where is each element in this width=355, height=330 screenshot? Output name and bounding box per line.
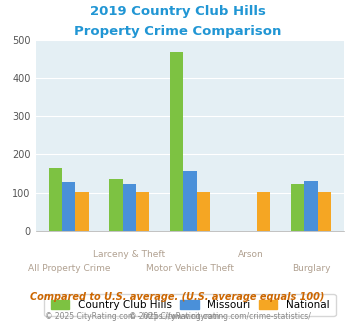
Bar [76, 192, 89, 231]
Text: © 2025 CityRating.com -: © 2025 CityRating.com - [129, 312, 226, 321]
Bar [109, 179, 123, 231]
Text: © 2025 CityRating.com - https://www.cityrating.com/crime-statistics/: © 2025 CityRating.com - https://www.city… [45, 312, 310, 321]
Text: Compared to U.S. average. (U.S. average equals 100): Compared to U.S. average. (U.S. average … [30, 292, 325, 302]
Text: Motor Vehicle Theft: Motor Vehicle Theft [146, 264, 234, 273]
Bar [123, 184, 136, 231]
Bar [304, 181, 318, 231]
Legend: Country Club Hills, Missouri, National: Country Club Hills, Missouri, National [44, 294, 335, 316]
Bar [136, 192, 149, 231]
Text: Property Crime Comparison: Property Crime Comparison [74, 25, 281, 38]
Bar [197, 192, 210, 231]
Bar [170, 52, 183, 231]
Bar [318, 192, 331, 231]
Text: Burglary: Burglary [292, 264, 330, 273]
Bar [291, 184, 304, 231]
Bar [183, 171, 197, 231]
Text: 2019 Country Club Hills: 2019 Country Club Hills [89, 5, 266, 18]
Text: Arson: Arson [237, 250, 263, 259]
Bar [49, 168, 62, 231]
Text: Larceny & Theft: Larceny & Theft [93, 250, 165, 259]
Text: All Property Crime: All Property Crime [28, 264, 110, 273]
Bar [257, 192, 271, 231]
Bar [62, 182, 76, 231]
